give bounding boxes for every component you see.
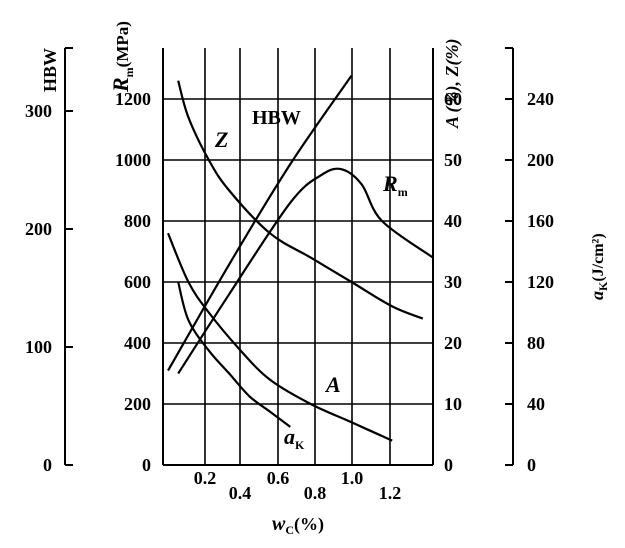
z-curve xyxy=(177,80,424,320)
x-tick-label: 0.2 xyxy=(194,468,217,488)
ak-axis: 0 40 80 120 160 200 240 aK(J/cm²) xyxy=(505,47,610,475)
x-axis: 0.2 0.6 1.0 0.4 0.8 1.2 wC(%) xyxy=(194,468,402,537)
rm-tick-label: 600 xyxy=(124,272,151,292)
ak-curve xyxy=(177,281,291,428)
hbw-tick-label: 300 xyxy=(25,101,52,121)
rm-curve xyxy=(177,167,434,375)
az-tick-label: 60 xyxy=(444,89,462,109)
az-axis: 0 10 20 30 40 50 60 A (%), Z(%) xyxy=(442,39,463,475)
rm-axis-title: Rm(MPa) xyxy=(108,21,136,93)
x-tick-label: 0.8 xyxy=(304,483,327,503)
hbw-tick-label: 100 xyxy=(25,337,52,357)
ak-tick-label: 40 xyxy=(527,394,545,414)
rm-tick-label: 1000 xyxy=(115,150,151,170)
ak-axis-title: aK(J/cm²) xyxy=(587,233,610,300)
ak-tick-label: 200 xyxy=(527,150,554,170)
x-tick-label: 1.2 xyxy=(379,483,402,503)
rm-curve-label: Rm xyxy=(382,171,408,199)
ak-curve-label: aK xyxy=(284,424,305,452)
rm-tick-label: 1200 xyxy=(115,89,151,109)
x-tick-label: 1.0 xyxy=(341,468,364,488)
curves xyxy=(166,74,434,442)
rm-tick-label: 0 xyxy=(142,455,151,475)
hbw-axis-title: HBW xyxy=(40,48,60,92)
a-curve-label: A xyxy=(324,372,341,397)
ak-tick-label: 80 xyxy=(527,333,545,353)
az-tick-label: 20 xyxy=(444,333,462,353)
ak-tick-label: 160 xyxy=(527,211,554,231)
az-tick-label: 40 xyxy=(444,211,462,231)
az-tick-label: 10 xyxy=(444,394,462,414)
rm-tick-label: 200 xyxy=(124,394,151,414)
az-tick-label: 0 xyxy=(444,455,453,475)
hbw-tick-label: 200 xyxy=(25,219,52,239)
z-curve-label: Z xyxy=(214,127,228,152)
x-tick-label: 0.4 xyxy=(229,483,252,503)
ak-tick-label: 240 xyxy=(527,89,554,109)
az-axis-title: A (%), Z(%) xyxy=(442,39,463,129)
rm-tick-label: 400 xyxy=(124,333,151,353)
rm-tick-label: 800 xyxy=(124,211,151,231)
ak-tick-label: 0 xyxy=(527,455,536,475)
hbw-axis: HBW 0 100 200 300 xyxy=(25,47,73,475)
hbw-tick-label: 0 xyxy=(43,455,52,475)
az-tick-label: 30 xyxy=(444,272,462,292)
az-tick-label: 50 xyxy=(444,150,462,170)
a-curve xyxy=(166,232,393,442)
x-tick-label: 0.6 xyxy=(267,468,290,488)
ak-tick-label: 120 xyxy=(527,272,554,292)
hbw-curve-label: HBW xyxy=(252,107,301,129)
rm-axis: 0 200 400 600 800 1000 1200 Rm(MPa) xyxy=(108,21,151,475)
curve-labels: HBW Rm Z A aK xyxy=(214,107,408,452)
x-axis-title: wC(%) xyxy=(272,513,324,537)
